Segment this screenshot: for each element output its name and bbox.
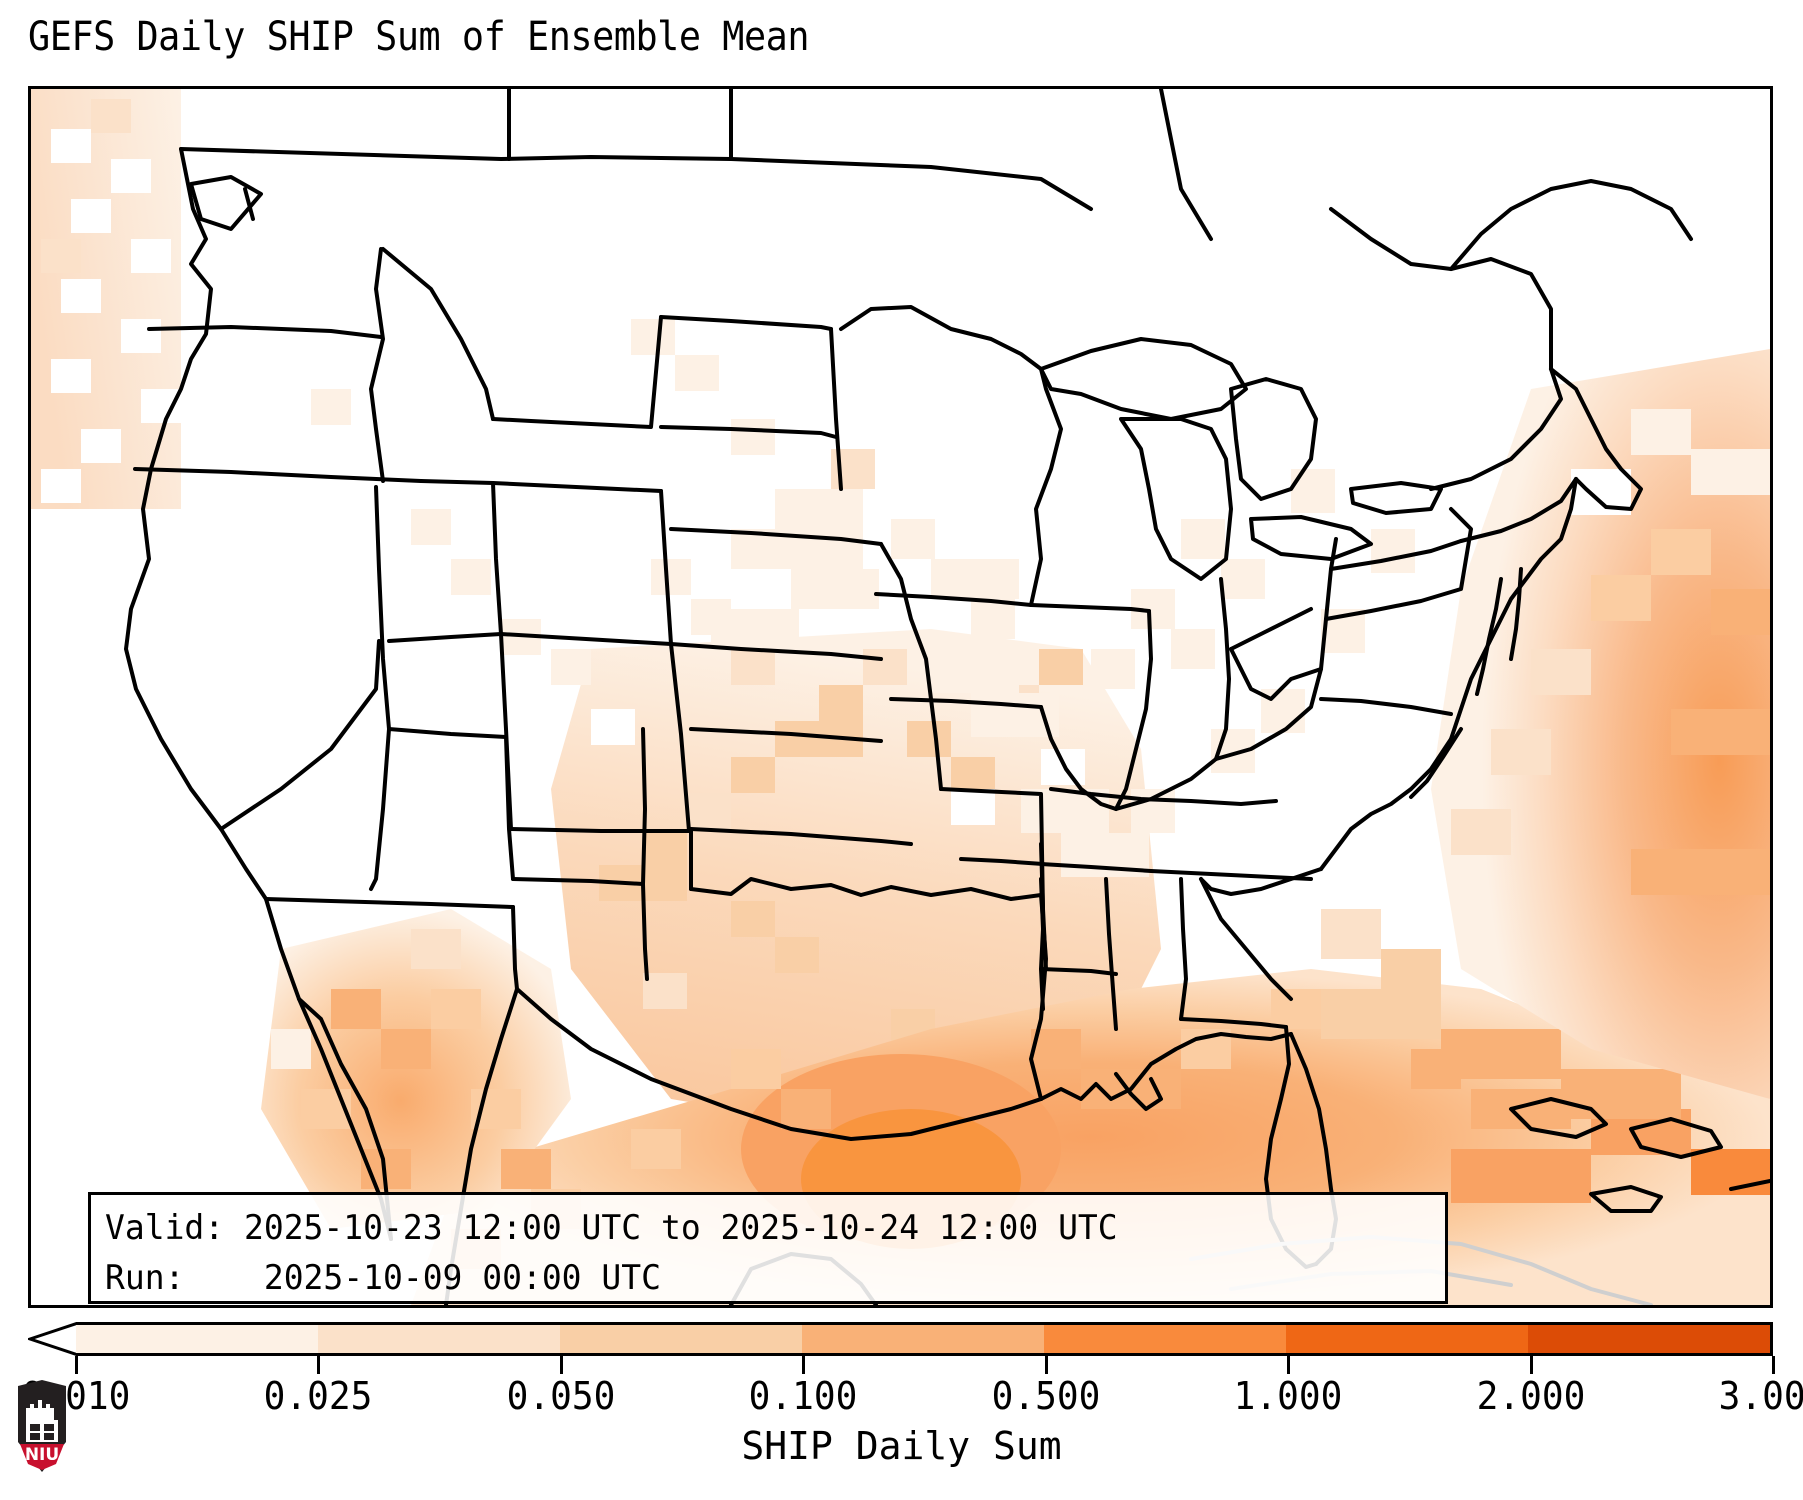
colorbar-band-5 xyxy=(1286,1325,1528,1353)
colorbar-bands xyxy=(76,1322,1773,1356)
colorbar-tick-label-3: 0.100 xyxy=(748,1374,858,1418)
run-time-line: Run: 2025-10-09 00:00 UTC xyxy=(105,1258,661,1298)
colorbar-ticks xyxy=(28,1356,1775,1374)
colorbar-tick-label-6: 2.000 xyxy=(1476,1374,1585,1418)
colorbar-band-6 xyxy=(1528,1325,1770,1353)
data-cells-interior-trace xyxy=(311,389,731,685)
colorbar-tick-5 xyxy=(1287,1356,1291,1374)
colorbar-tick-label-1: 0.025 xyxy=(264,1374,373,1418)
map-frame-border xyxy=(28,86,1773,1308)
colorbar-band-1 xyxy=(318,1325,560,1353)
colorbar-title: SHIP Daily Sum xyxy=(741,1424,1062,1468)
data-cells-atlantic xyxy=(1431,349,1770,1099)
colorbar-tick-1 xyxy=(317,1356,321,1374)
colorbar-tick-label-2: 0.050 xyxy=(506,1374,616,1418)
valid-time-line: Valid: 2025-10-23 12:00 UTC to 2025-10-2… xyxy=(105,1208,1118,1248)
niu-logo: NIU xyxy=(18,1380,66,1472)
map-panel: Valid: 2025-10-23 12:00 UTC to 2025-10-2… xyxy=(28,86,1773,1308)
annotation-box: Valid: 2025-10-23 12:00 UTC to 2025-10-2… xyxy=(88,1192,1448,1304)
colorbar-tick-label-5: 1.000 xyxy=(1233,1374,1343,1418)
colorbar-tick-6 xyxy=(1529,1356,1533,1374)
colorbar-extend-min-arrow xyxy=(28,1322,78,1356)
colorbar-band-3 xyxy=(802,1325,1044,1353)
colorbar-tick-4 xyxy=(1044,1356,1048,1374)
colorbar-tick-label-4: 0.500 xyxy=(991,1374,1101,1418)
page-title: GEFS Daily SHIP Sum of Ensemble Mean xyxy=(28,14,810,60)
colorbar-band-0 xyxy=(76,1325,318,1353)
colorbar-tick-label-7: 3.000 xyxy=(1718,1374,1803,1418)
colorbar-tick-7 xyxy=(1772,1356,1775,1374)
map-borders-layer xyxy=(124,89,1770,1305)
niu-logo-text: NIU xyxy=(25,1445,59,1465)
colorbar-tick-3 xyxy=(802,1356,806,1374)
colorbar-band-4 xyxy=(1044,1325,1286,1353)
colorbar xyxy=(28,1322,1773,1356)
data-cells-northwest xyxy=(31,89,181,509)
data-cells-florida xyxy=(1321,909,1681,1203)
colorbar-tick-0 xyxy=(75,1356,78,1374)
data-cells-mid-south xyxy=(931,469,1415,877)
colorbar-tick-2 xyxy=(559,1356,563,1374)
colorbar-band-2 xyxy=(560,1325,802,1353)
